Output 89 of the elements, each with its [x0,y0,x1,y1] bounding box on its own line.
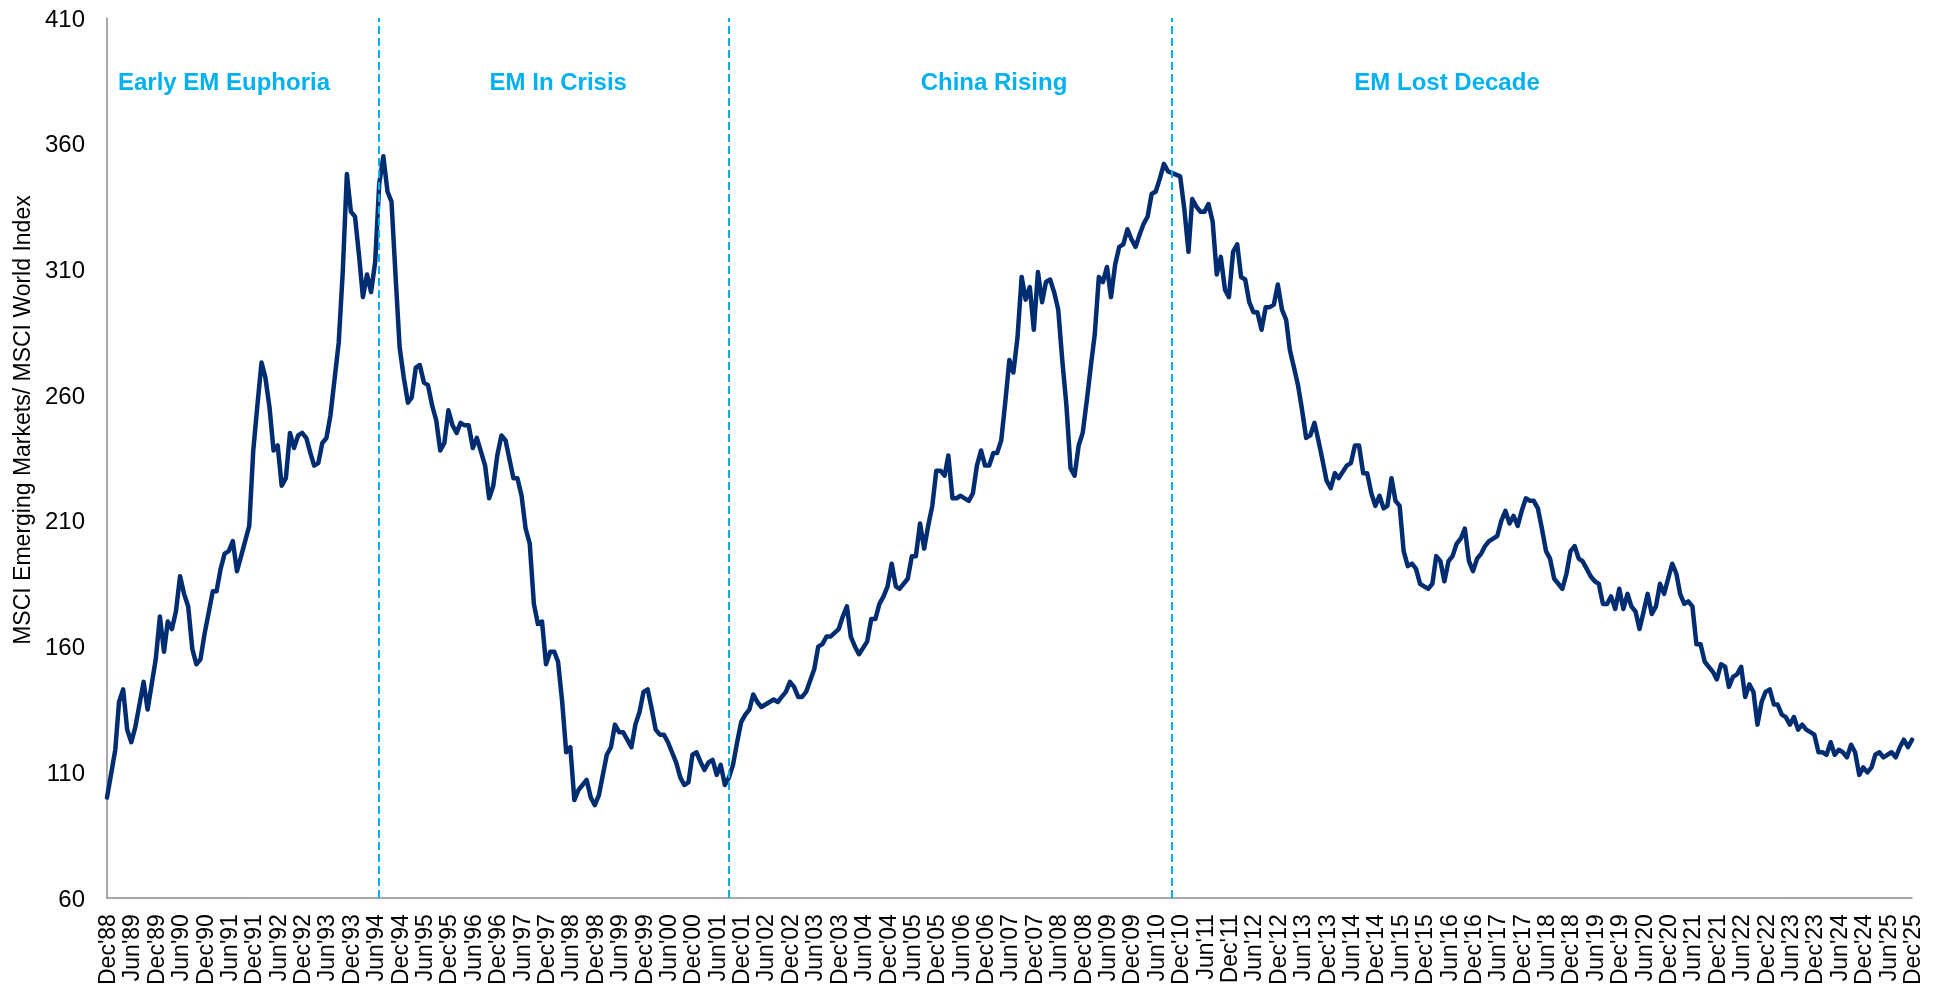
x-tick-label: Dec'20 [1655,914,1682,986]
x-tick-label: Dec'11 [1215,914,1242,984]
x-tick-label: Dec'03 [825,914,852,986]
x-tick-label: Dec'05 [923,914,950,986]
x-tick-label: Dec'21 [1703,914,1730,986]
x-tick-label: Jun'98 [557,914,584,982]
x-tick-label: Jun'13 [1289,914,1316,982]
x-tick-label: Jun'96 [459,914,486,982]
x-tick-label: Jun'03 [801,914,828,982]
x-tick-label: Jun'21 [1679,914,1706,982]
x-tick-label: Dec'16 [1459,914,1486,986]
x-tick-label: Jun'14 [1337,913,1364,982]
x-tick-label: Jun'23 [1776,914,1803,982]
x-tick-label: Jun'06 [947,914,974,982]
x-tick-label: Dec'01 [728,914,755,986]
annotation: EM Lost Decade [1354,68,1540,95]
x-tick-label: Dec'17 [1508,914,1535,986]
y-axis-title: MSCI Emerging Markets/ MSCI World Index [8,194,35,645]
x-tick-label: Dec'98 [581,914,608,986]
x-tick-label: Jun'92 [264,914,291,982]
x-tick-label: Dec'94 [386,913,413,986]
y-tick-label: 110 [46,758,85,786]
x-tick-label: Dec'10 [1167,914,1194,986]
y-tick-label: 160 [44,633,85,661]
line-series [104,154,1915,808]
x-tick-label: Jun'12 [1240,914,1267,982]
y-tick-label: 210 [44,507,85,535]
x-tick-label: Jun'95 [410,914,437,982]
x-tick-label: Dec'24 [1850,913,1877,986]
x-tick-label: Dec'91 [240,914,267,986]
y-tick-label: 60 [58,884,85,912]
x-tick-label: Jun'94 [362,913,389,982]
x-tick-label: Jun'09 [1094,914,1120,982]
x-tick-label: Jun'24 [1825,913,1852,982]
x-tick-label: Dec'88 [94,914,120,986]
x-tick-label: Dec'95 [435,914,462,986]
x-tick-label: Jun'91 [215,914,242,982]
x-tick-label: Dec'23 [1801,914,1828,986]
x-tick-label: Jun'93 [313,914,340,982]
x-tick-label: Jun'20 [1630,914,1657,982]
y-tick-label: 360 [44,130,85,158]
x-tick-label: Dec'25 [1899,914,1925,986]
x-tick-label: Dec'09 [1118,914,1145,986]
annotation: China Rising [920,68,1068,95]
annotation: Early EM Euphoria [117,68,331,95]
x-tick-label: Dec'06 [972,914,999,986]
x-tick-label: Dec'02 [776,914,803,986]
y-tick-label: 410 [44,4,85,32]
x-tick-label: Jun'19 [1581,914,1608,982]
x-tick-label: Jun'02 [752,914,779,982]
x-tick-label: Dec'99 [630,914,657,986]
x-tick-label: Jun'15 [1386,914,1413,982]
x-tick-label: Dec'07 [1020,914,1047,986]
annotation: EM In Crisis [489,68,627,95]
x-tick-label: Dec'12 [1264,914,1291,986]
x-tick-label: Jun'04 [850,913,877,982]
x-tick-label: Jun'10 [1142,914,1169,982]
x-tick-label: Dec'92 [289,914,316,986]
x-tick-label: Dec'19 [1606,914,1633,986]
x-tick-label: Dec'13 [1313,914,1340,986]
x-tick-label: Dec'93 [337,914,364,986]
x-tick-label: Jun'89 [118,914,145,982]
x-tick-label: Dec'08 [1069,914,1096,986]
x-tick-label: Jun'22 [1728,914,1755,982]
x-tick-label: Dec'04 [874,913,901,986]
x-tick-label: Dec'97 [533,914,560,986]
x-tick-label: Jun'25 [1874,914,1901,982]
x-tick-label: Dec'14 [1362,913,1389,986]
x-tick-label: Dec'18 [1557,914,1584,986]
x-tick-label: Jun'97 [508,914,535,982]
x-tick-label: Jun'16 [1435,914,1462,982]
x-tick-label: Dec'15 [1411,914,1438,986]
x-tick-label: Jun'01 [703,914,730,982]
x-tick-label: Jun'00 [654,914,681,982]
x-tick-label: Dec'89 [142,914,169,986]
x-tick-label: Jun'11 [1191,914,1218,980]
x-tick-label: Dec'22 [1752,914,1779,986]
x-tick-label: Dec'90 [191,914,218,986]
x-tick-label: Jun'17 [1484,914,1511,982]
x-tick-label: Dec'00 [679,914,706,986]
y-tick-label: 310 [44,255,85,283]
x-tick-label: Jun'90 [167,914,194,982]
x-tick-label: Jun'07 [996,914,1023,982]
x-tick-label: Jun'99 [606,914,633,982]
x-tick-label: Dec'96 [484,914,511,986]
x-tick-label: Jun'08 [1045,914,1072,982]
x-tick-label: Jun'05 [898,914,925,982]
x-tick-label: Jun'18 [1533,914,1560,982]
y-tick-label: 260 [44,381,85,409]
